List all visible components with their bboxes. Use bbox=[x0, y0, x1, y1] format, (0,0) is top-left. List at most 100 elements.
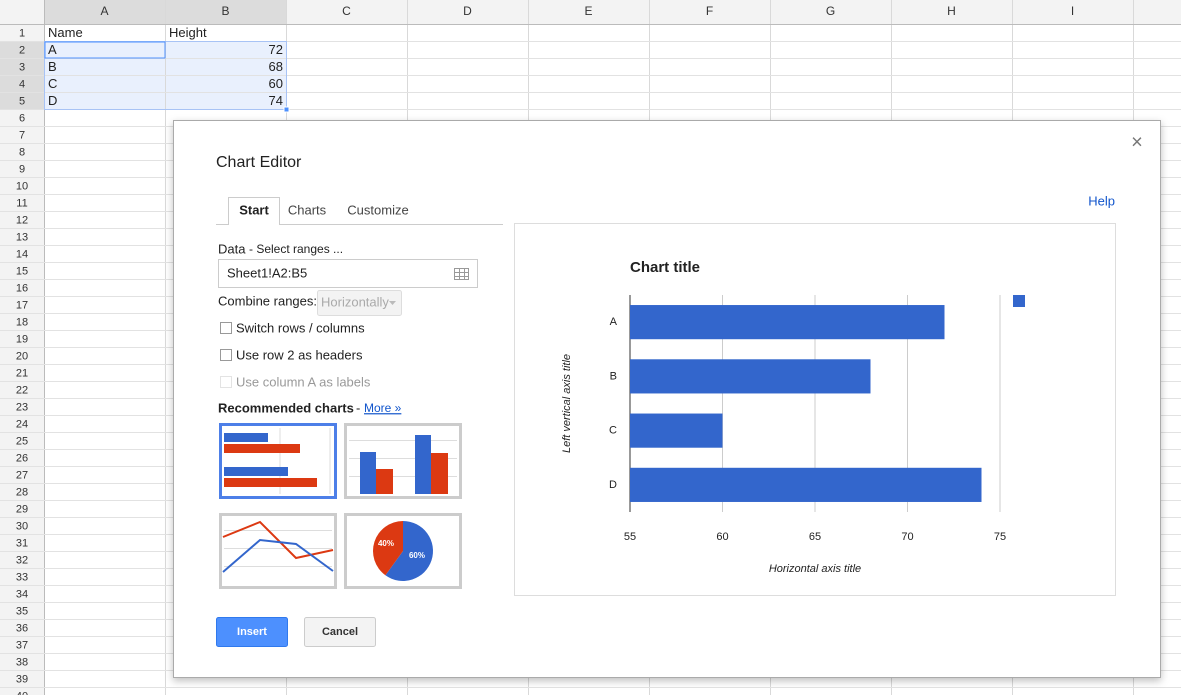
data-hint: - Select ranges ... bbox=[249, 242, 343, 256]
pie-label: 60% bbox=[409, 551, 425, 560]
combine-dropdown[interactable] bbox=[317, 290, 402, 316]
cell: Height bbox=[169, 25, 207, 40]
row-header: 16 bbox=[16, 282, 28, 294]
x-tick-label: 65 bbox=[809, 531, 821, 543]
tab[interactable]: Customize bbox=[347, 202, 408, 217]
row-header: 21 bbox=[16, 367, 28, 379]
pie-label: 40% bbox=[378, 539, 394, 548]
help-link[interactable]: Help bbox=[1088, 193, 1115, 208]
row-header: 2 bbox=[19, 44, 25, 56]
cell: B bbox=[48, 59, 57, 74]
column-header: G bbox=[826, 4, 835, 18]
chart-editor-dialog: Chart Editor × Help Start Charts Customi… bbox=[173, 120, 1161, 678]
column-header: H bbox=[947, 4, 956, 18]
cell: 72 bbox=[269, 42, 283, 57]
row-header: 27 bbox=[16, 469, 28, 481]
selected-column-header bbox=[44, 0, 165, 24]
recommended-title: Recommended charts bbox=[218, 400, 354, 415]
row-header: 7 bbox=[19, 129, 25, 141]
checkbox-label: Use row 2 as headers bbox=[236, 347, 363, 362]
tab[interactable]: Charts bbox=[288, 202, 327, 217]
selected-column-header bbox=[165, 0, 286, 24]
thumbnail-pie[interactable]: 40% 60% bbox=[344, 513, 462, 589]
row-header: 18 bbox=[16, 316, 28, 328]
combine-value: Horizontally bbox=[321, 294, 389, 309]
row-header: 37 bbox=[16, 639, 28, 651]
row-header: 36 bbox=[16, 622, 28, 634]
dialog-title: Chart Editor bbox=[216, 154, 302, 171]
insert-button[interactable] bbox=[216, 617, 288, 647]
range-picker-icon[interactable] bbox=[454, 268, 469, 280]
column-header: I bbox=[1071, 4, 1074, 18]
x-tick-label: 60 bbox=[716, 531, 728, 543]
cell: A bbox=[48, 42, 57, 57]
cell: 68 bbox=[269, 59, 283, 74]
y-axis-title: Left vertical axis title bbox=[561, 354, 573, 453]
column-header: E bbox=[584, 4, 592, 18]
cancel-button[interactable] bbox=[304, 617, 376, 647]
chart-title: Chart title bbox=[630, 259, 700, 276]
y-tick-label: B bbox=[610, 370, 617, 382]
column-header: D bbox=[463, 4, 472, 18]
button-label: Cancel bbox=[322, 626, 358, 638]
row-header: 30 bbox=[16, 520, 28, 532]
more-link[interactable]: More » bbox=[364, 401, 402, 415]
row-header: 33 bbox=[16, 571, 28, 583]
row-header: 34 bbox=[16, 588, 28, 600]
row-header: 6 bbox=[19, 112, 25, 124]
selected-row-header bbox=[0, 41, 44, 58]
fill-handle bbox=[283, 106, 290, 113]
thumbnail-bar[interactable] bbox=[219, 423, 337, 499]
row-header: 23 bbox=[16, 401, 28, 413]
data-label: Data bbox=[218, 241, 246, 256]
row-header: 17 bbox=[16, 299, 28, 311]
thumbnail-line[interactable] bbox=[219, 513, 337, 589]
row-header: 1 bbox=[19, 27, 25, 39]
row-header: 32 bbox=[16, 554, 28, 566]
selected-row-header bbox=[0, 75, 44, 92]
row-header: 4 bbox=[19, 78, 25, 90]
cell: 60 bbox=[269, 76, 283, 91]
column-header: F bbox=[706, 4, 713, 18]
x-tick-label: 55 bbox=[624, 531, 636, 543]
range-input[interactable] bbox=[218, 259, 478, 288]
cell: Name bbox=[48, 25, 83, 40]
y-tick-label: A bbox=[610, 316, 618, 328]
active-cell bbox=[44, 41, 166, 59]
row-header: 19 bbox=[16, 333, 28, 345]
x-tick-label: 75 bbox=[994, 531, 1006, 543]
row-header: 28 bbox=[16, 486, 28, 498]
legend-swatch bbox=[1013, 295, 1025, 307]
range-value: Sheet1!A2:B5 bbox=[227, 265, 307, 280]
row-header: 15 bbox=[16, 265, 28, 277]
row-header: 8 bbox=[19, 146, 25, 158]
cell: 74 bbox=[269, 93, 283, 108]
tab[interactable]: Start bbox=[239, 202, 269, 217]
row-header: 3 bbox=[19, 61, 25, 73]
x-tick-label: 70 bbox=[901, 531, 913, 543]
close-button[interactable]: × bbox=[1131, 131, 1143, 153]
bar bbox=[630, 305, 945, 340]
row-header: 24 bbox=[16, 418, 28, 430]
x-axis-title: Horizontal axis title bbox=[769, 563, 861, 575]
row-header: 22 bbox=[16, 384, 28, 396]
row-header: 39 bbox=[16, 673, 28, 685]
thumbnail-column[interactable] bbox=[344, 423, 462, 499]
y-tick-label: D bbox=[609, 479, 617, 491]
cell: C bbox=[48, 76, 57, 91]
bar bbox=[630, 359, 871, 394]
checkbox[interactable] bbox=[220, 349, 232, 361]
row-header: 25 bbox=[16, 435, 28, 447]
column-header: B bbox=[221, 4, 229, 18]
row-header: 14 bbox=[16, 248, 28, 260]
active-tab bbox=[228, 197, 280, 225]
row-header: 13 bbox=[16, 231, 28, 243]
row-header: 11 bbox=[16, 197, 27, 209]
row-header: 9 bbox=[19, 163, 25, 175]
combine-label: Combine ranges: bbox=[218, 293, 317, 308]
checkbox-label: Use column A as labels bbox=[236, 374, 371, 389]
row-header: 5 bbox=[19, 95, 25, 107]
column-header: A bbox=[100, 4, 108, 18]
checkbox[interactable] bbox=[220, 322, 232, 334]
